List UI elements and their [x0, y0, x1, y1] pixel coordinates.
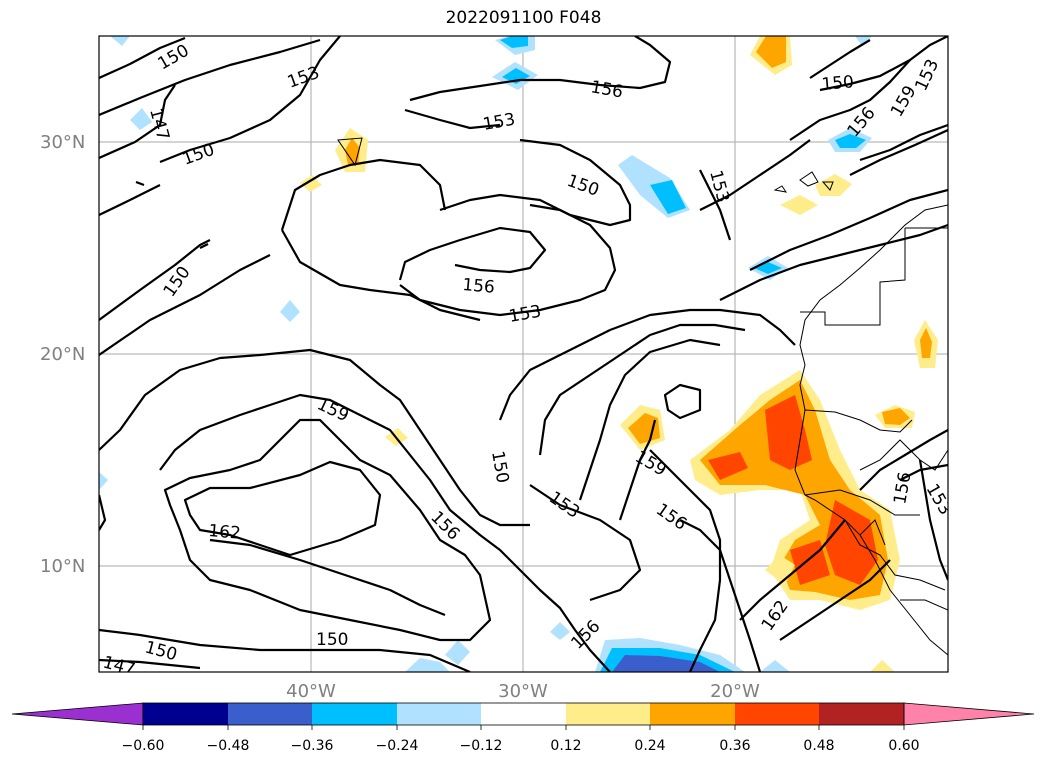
map-content: 150 153 147 156 150 159 153 156 150 153 … [99, 36, 948, 672]
colorbar-segment-7 [650, 703, 735, 725]
cold-spot-7 [110, 36, 130, 46]
colorbar-segment-9 [819, 703, 904, 725]
cold-spot-6 [280, 300, 300, 322]
lon-label-30w: 30°W [498, 681, 548, 702]
warm-spot-10 [870, 660, 895, 672]
map-title: 2022091100 F048 [445, 8, 602, 28]
colorbar-tick-label: 0.24 [634, 738, 665, 754]
colorbar: −0.60 −0.48 −0.36 −0.24 −0.12 0.12 0.24 … [11, 702, 1035, 754]
colorbar-tick-label: 0.60 [888, 738, 919, 754]
lon-label-20w: 20°W [710, 681, 760, 702]
cold-spot-8 [130, 108, 152, 130]
warm-spot-3-orange [920, 328, 932, 358]
cold-spot-15 [760, 660, 790, 672]
contour-label: 150 [316, 630, 348, 650]
height-contours [99, 36, 948, 672]
contour-label: 156 [462, 275, 496, 298]
colorbar-tick-label: −0.24 [376, 738, 419, 754]
colorbar-under-arrow [11, 702, 144, 726]
contour-label: 150 [821, 72, 855, 95]
cold-spot-4-blue [835, 134, 866, 148]
colorbar-tick-label: −0.36 [291, 738, 334, 754]
colorbar-segment-4 [397, 703, 481, 725]
colorbar-over-arrow [903, 702, 1035, 726]
colorbar-tick-label: 0.12 [550, 738, 581, 754]
cold-spot-12 [405, 658, 450, 672]
warm-spot-8 [300, 175, 322, 192]
colorbar-segment-1 [143, 703, 228, 725]
cold-spot-13 [445, 640, 470, 665]
colorbar-tick-label: −0.60 [122, 738, 165, 754]
cold-spot-1-blue [500, 36, 528, 48]
map-frame [98, 35, 949, 673]
lat-label-30n: 30°N [40, 132, 85, 153]
colorbar-segment-8 [735, 703, 819, 725]
lat-label-20n: 20°N [40, 344, 85, 365]
colorbar-tick-label: 0.48 [803, 738, 834, 754]
anomaly-shading [99, 36, 938, 672]
contour-label: 162 [208, 521, 242, 544]
lat-label-10n: 10°N [40, 556, 85, 577]
colorbar-segment-6 [566, 703, 650, 725]
cold-spot-14 [550, 622, 570, 640]
warm-spot-4-orange [756, 36, 786, 68]
warm-spot-2-orange [882, 408, 910, 425]
warm-spot-7 [780, 195, 818, 215]
colorbar-tick-label: −0.48 [207, 738, 250, 754]
colorbar-tick-label: −0.12 [460, 738, 503, 754]
longitude-labels: 40°W 30°W 20°W [286, 681, 760, 702]
cold-spot-10 [99, 472, 108, 490]
coastlines [337, 137, 948, 656]
lon-label-40w: 40°W [286, 681, 336, 702]
colorbar-segment-5 [481, 703, 566, 725]
colorbar-segment-2 [228, 703, 312, 725]
latitude-labels: 30°N 20°N 10°N [40, 132, 85, 577]
warm-region-east-red [708, 395, 878, 585]
colorbar-segment-3 [312, 703, 397, 725]
colorbar-tick-label: 0.36 [719, 738, 750, 754]
cold-spot-3-blue [650, 180, 686, 214]
warm-spot-6 [815, 174, 852, 196]
cold-spot-9 [855, 36, 872, 46]
